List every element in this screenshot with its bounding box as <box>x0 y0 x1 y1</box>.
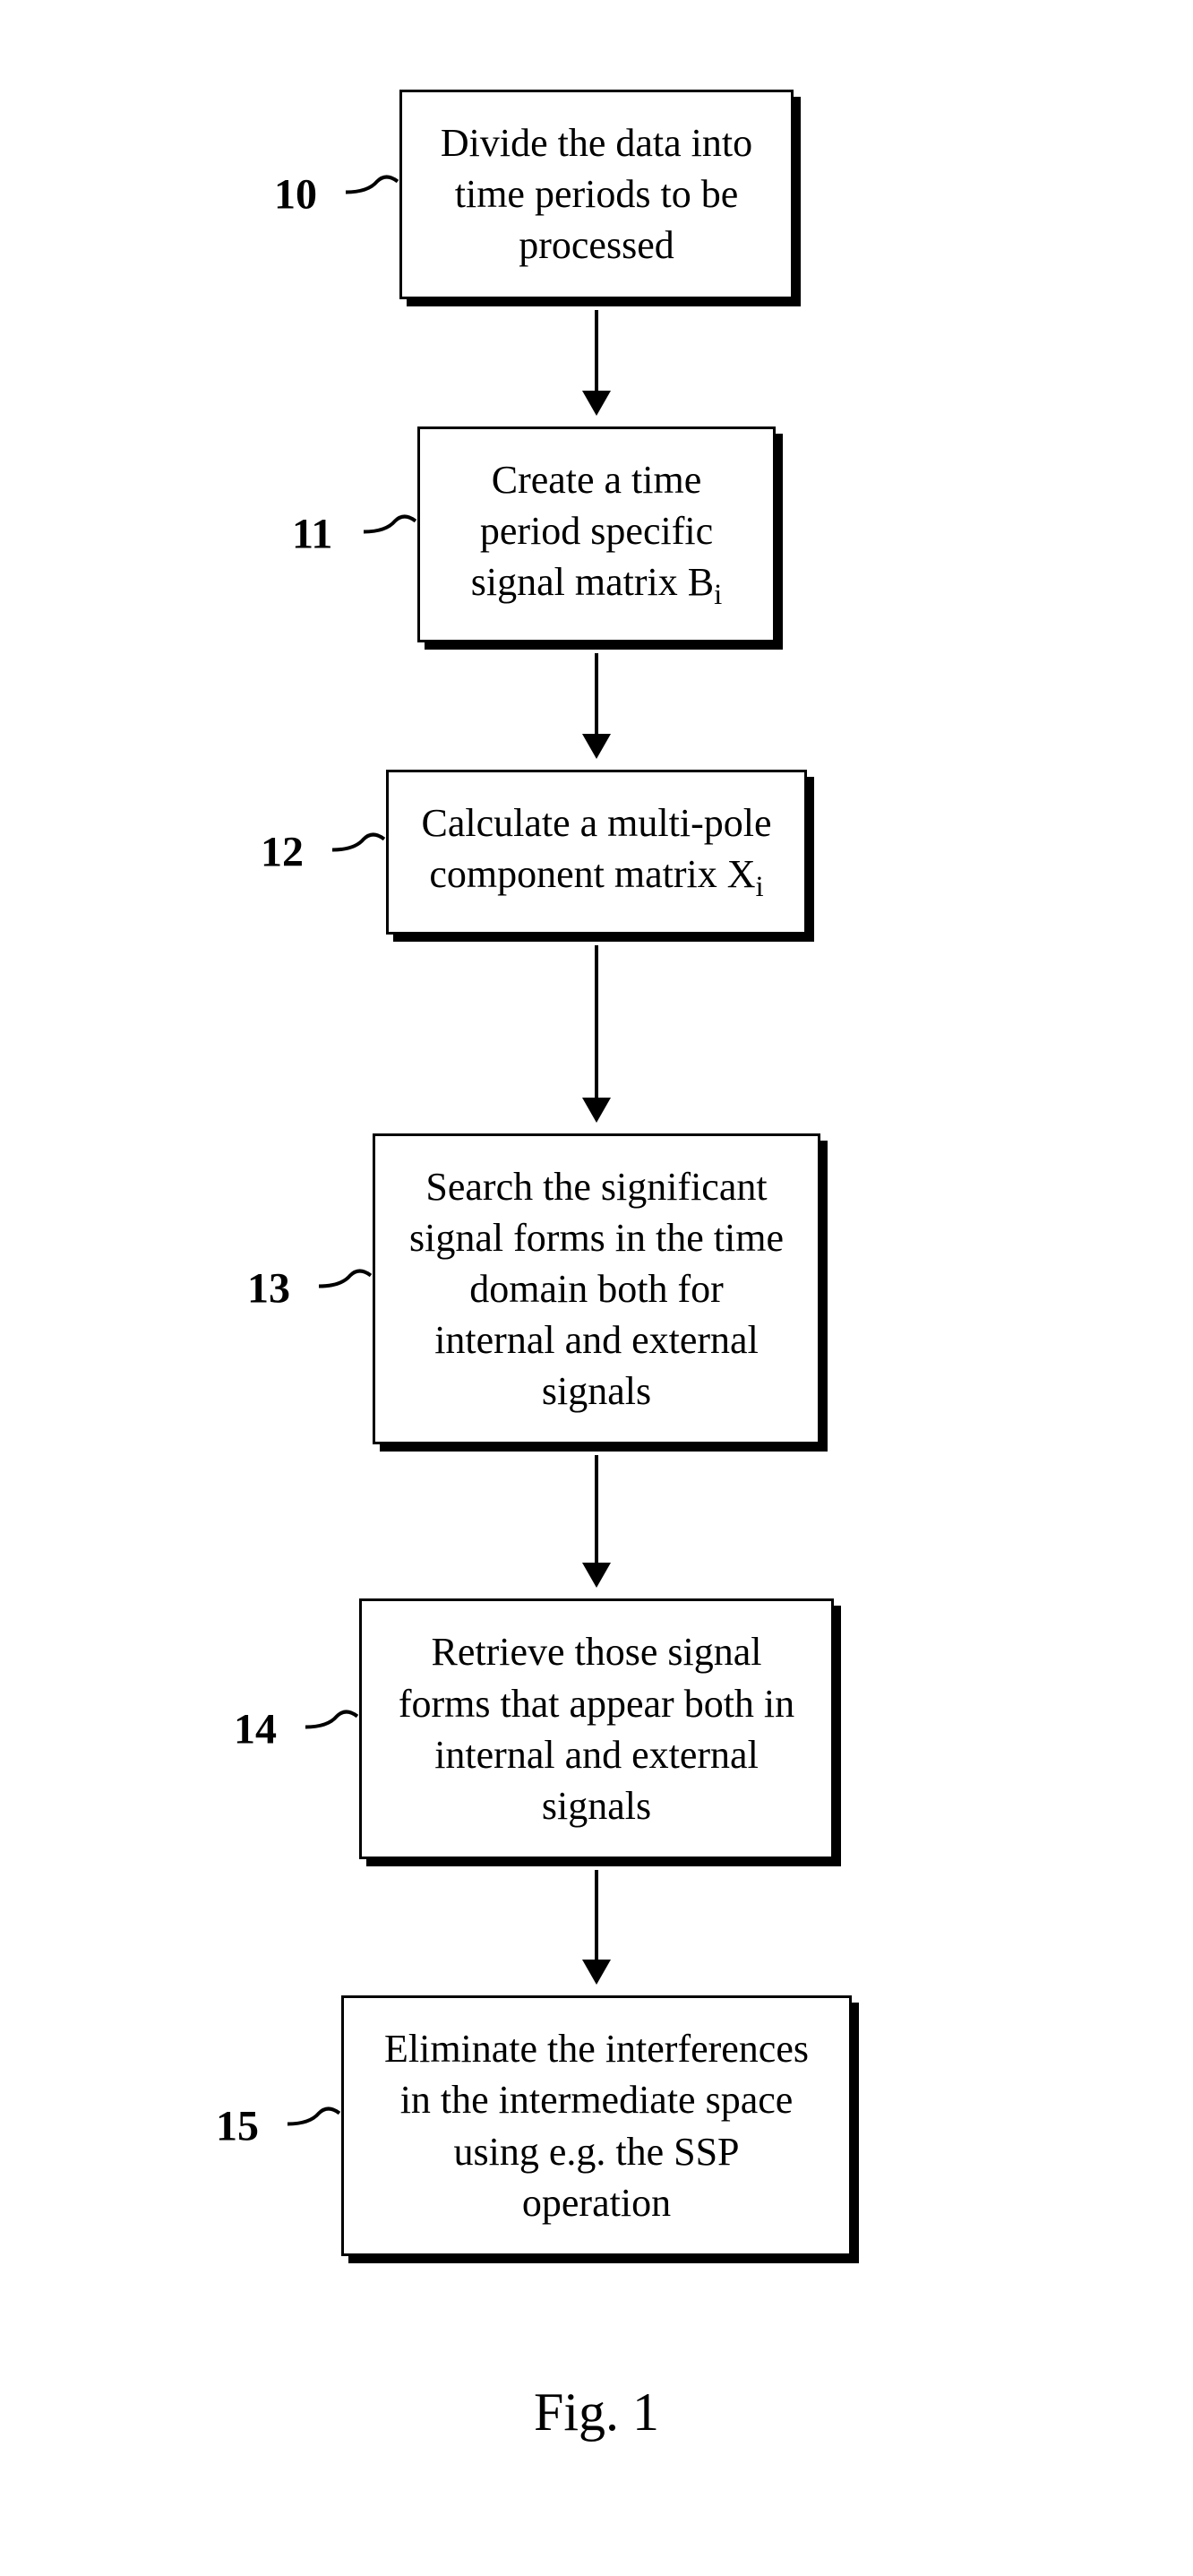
arrow-head-icon <box>582 1960 611 1985</box>
flowchart-arrow <box>582 310 611 416</box>
label-connector <box>346 174 399 214</box>
arrow-line <box>595 1870 598 1960</box>
flowchart-arrow <box>582 1455 611 1588</box>
arrow-line <box>595 1455 598 1563</box>
arrow-head-icon <box>582 1098 611 1123</box>
flowchart-node-row: 14Retrieve those signal forms that appea… <box>359 1598 834 1859</box>
node-label: 10 <box>274 169 317 219</box>
label-connector <box>305 1709 359 1749</box>
arrow-head-icon <box>582 1563 611 1588</box>
label-connector <box>364 514 417 555</box>
figure-caption: Fig. 1 <box>534 2382 659 2443</box>
arrow-line <box>595 945 598 1098</box>
flowchart-arrow <box>582 653 611 759</box>
label-connector <box>288 2106 341 2146</box>
flowchart-node-box: Search the significant signal forms in t… <box>373 1133 820 1445</box>
flowchart-node-row: 15Eliminate the interferences in the int… <box>341 1995 852 2256</box>
flowchart-node-box: Calculate a multi-pole component matrix … <box>386 770 807 935</box>
flowchart-node-box: Retrieve those signal forms that appear … <box>359 1598 834 1859</box>
arrow-head-icon <box>582 734 611 759</box>
label-connector <box>319 1269 373 1309</box>
arrow-line <box>595 653 598 734</box>
flowchart-node-row: 13Search the significant signal forms in… <box>373 1133 820 1445</box>
flowchart-node-row: 11Create a time period specific signal m… <box>417 426 776 642</box>
node-label: 15 <box>216 2101 259 2150</box>
flowchart-arrow <box>582 945 611 1123</box>
flowchart-node-box: Eliminate the interferences in the inter… <box>341 1995 852 2256</box>
flowchart-container: 10Divide the data into time periods to b… <box>341 90 852 2256</box>
arrow-line <box>595 310 598 391</box>
flowchart-arrow <box>582 1870 611 1985</box>
flowchart-node-box: Divide the data into time periods to be … <box>399 90 794 299</box>
node-label: 12 <box>261 827 304 876</box>
node-label: 13 <box>247 1264 290 1314</box>
flowchart-node-box: Create a time period specific signal mat… <box>417 426 776 642</box>
node-label: 14 <box>234 1704 277 1753</box>
node-label: 11 <box>292 510 332 559</box>
flowchart-node-row: 12Calculate a multi-pole component matri… <box>386 770 807 935</box>
arrow-head-icon <box>582 391 611 416</box>
label-connector <box>332 831 386 872</box>
flowchart-node-row: 10Divide the data into time periods to b… <box>399 90 794 299</box>
